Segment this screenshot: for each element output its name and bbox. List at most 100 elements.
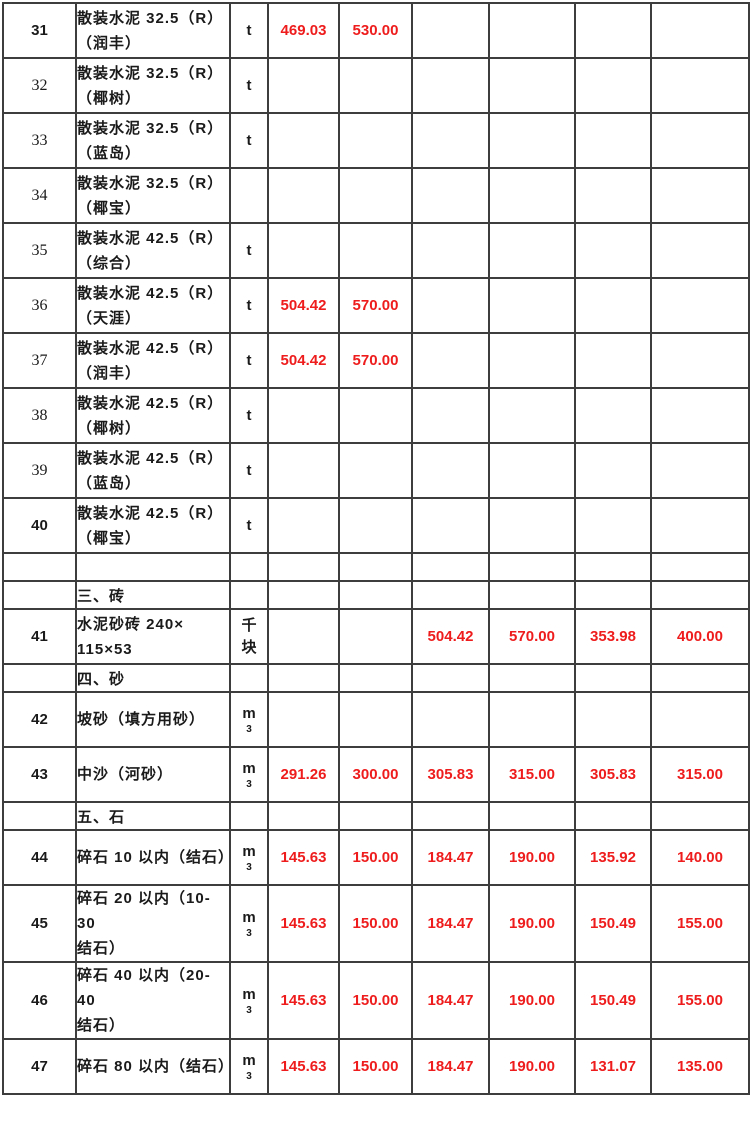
price-cell <box>267 580 340 610</box>
price-cell: 315.00 <box>488 746 576 803</box>
price-cell <box>574 57 652 114</box>
price-cell: 353.98 <box>574 608 652 665</box>
unit-cell: t <box>229 497 269 554</box>
price-cell <box>338 222 413 279</box>
price-cell: 184.47 <box>411 961 490 1040</box>
price-cell <box>574 497 652 554</box>
row-number-cell: 40 <box>2 497 77 554</box>
price-cell <box>650 277 750 334</box>
price-cell <box>411 497 490 554</box>
material-name-cell: 散装水泥 42.5（R） （综合） <box>75 222 231 279</box>
unit-cell: t <box>229 332 269 389</box>
price-cell <box>267 387 340 444</box>
material-name-cell: 散装水泥 32.5（R） （椰宝） <box>75 167 231 224</box>
row-number-cell: 33 <box>2 112 77 169</box>
unit-cell: t <box>229 2 269 59</box>
price-cell <box>488 387 576 444</box>
row-number-cell: 37 <box>2 332 77 389</box>
unit-cell: 千块 <box>229 608 269 665</box>
row-number-cell: 47 <box>2 1038 77 1095</box>
price-cell: 184.47 <box>411 1038 490 1095</box>
price-cell <box>488 801 576 831</box>
price-cell <box>488 112 576 169</box>
price-cell <box>488 167 576 224</box>
price-cell <box>267 552 340 582</box>
price-cell: 570.00 <box>338 332 413 389</box>
unit-cell: t <box>229 277 269 334</box>
price-cell <box>650 387 750 444</box>
price-cell: 570.00 <box>488 608 576 665</box>
price-cell <box>338 112 413 169</box>
price-cell: 190.00 <box>488 961 576 1040</box>
price-cell <box>338 552 413 582</box>
material-name-cell: 散装水泥 42.5（R） （润丰） <box>75 332 231 389</box>
material-name-cell: 水泥砂砖 240× 115×53 <box>75 608 231 665</box>
price-cell: 150.00 <box>338 961 413 1040</box>
unit-cubed: 3 <box>246 862 252 873</box>
unit-m: m <box>242 986 256 1003</box>
price-cell: 305.83 <box>574 746 652 803</box>
table-row: 五、石 <box>2 801 750 831</box>
table-row: 46 碎石 40 以内（20-40 结石） m 3 145.63 150.00 184.47… <box>2 961 750 1040</box>
price-cell: 300.00 <box>338 746 413 803</box>
price-cell <box>267 801 340 831</box>
price-cell <box>488 222 576 279</box>
row-number-cell: 41 <box>2 608 77 665</box>
material-name-cell: 散装水泥 42.5（R） （蓝岛） <box>75 442 231 499</box>
price-cell <box>574 552 652 582</box>
price-cell <box>411 663 490 693</box>
unit-cell: t <box>229 442 269 499</box>
price-cell <box>338 691 413 748</box>
price-cell <box>338 801 413 831</box>
price-cell <box>574 2 652 59</box>
unit-m: m <box>242 843 256 860</box>
price-cell <box>411 801 490 831</box>
price-cell <box>411 112 490 169</box>
price-cell: 184.47 <box>411 829 490 886</box>
unit-m: m <box>242 1052 256 1069</box>
price-cell <box>267 608 340 665</box>
material-name-cell <box>75 552 231 582</box>
price-cell <box>338 608 413 665</box>
price-cell: 504.42 <box>267 332 340 389</box>
table-row: 36 散装水泥 42.5（R） （天涯） t 504.42 570.00 <box>2 277 750 334</box>
price-cell <box>488 332 576 389</box>
section-header-cell: 四、砂 <box>75 663 231 693</box>
price-cell: 400.00 <box>650 608 750 665</box>
table-row: 三、砖 <box>2 580 750 610</box>
price-cell <box>650 2 750 59</box>
price-cell <box>488 442 576 499</box>
price-cell: 504.42 <box>411 608 490 665</box>
price-cell: 190.00 <box>488 829 576 886</box>
unit-cell <box>229 663 269 693</box>
table-row: 37 散装水泥 42.5（R） （润丰） t 504.42 570.00 <box>2 332 750 389</box>
price-cell <box>650 552 750 582</box>
unit-cubed: 3 <box>246 724 252 735</box>
unit-cubed: 3 <box>246 1071 252 1082</box>
price-cell <box>411 2 490 59</box>
price-cell <box>267 112 340 169</box>
table-row: 33 散装水泥 32.5（R） （蓝岛） t <box>2 112 750 169</box>
unit-cubed: 3 <box>246 928 252 939</box>
unit-char: 千 <box>241 616 257 634</box>
price-cell <box>574 663 652 693</box>
price-cell <box>650 332 750 389</box>
price-cell <box>338 497 413 554</box>
section-header-cell: 五、石 <box>75 801 231 831</box>
row-number-cell: 39 <box>2 442 77 499</box>
row-number-cell <box>2 663 77 693</box>
table-row: 39 散装水泥 42.5（R） （蓝岛） t <box>2 442 750 499</box>
price-cell <box>650 497 750 554</box>
unit-m: m <box>242 909 256 926</box>
unit-cell <box>229 580 269 610</box>
row-number-cell: 44 <box>2 829 77 886</box>
row-number-cell <box>2 552 77 582</box>
row-number-cell: 32 <box>2 57 77 114</box>
row-number-cell: 34 <box>2 167 77 224</box>
price-cell <box>338 57 413 114</box>
